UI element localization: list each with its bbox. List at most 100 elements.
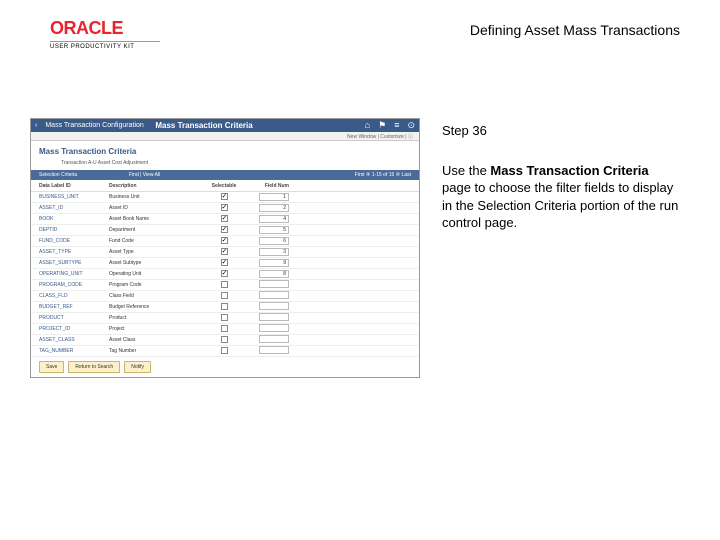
cell-label-id[interactable]: CLASS_FLD (39, 293, 109, 299)
cell-fieldnum[interactable] (249, 335, 299, 345)
checkbox-icon[interactable] (221, 193, 228, 200)
table-row: PROJECT_IDProject (31, 324, 419, 335)
sequence-input[interactable]: 3 (259, 248, 289, 256)
grid-find[interactable]: Find | View All (129, 172, 189, 178)
cell-label-id[interactable]: PROGRAM_CODE (39, 282, 109, 288)
checkbox-icon[interactable] (221, 347, 228, 354)
home-icon[interactable]: ⌂ (365, 120, 370, 131)
grid-range[interactable]: First ④ 1-15 of 15 ④ Last (189, 172, 411, 178)
sequence-input[interactable] (259, 291, 289, 299)
checkbox-icon[interactable] (221, 237, 228, 244)
sequence-input[interactable]: 8 (259, 270, 289, 278)
cell-selectable[interactable] (199, 215, 249, 224)
col-label-id[interactable]: Data Label ID (39, 183, 109, 189)
col-description[interactable]: Description (109, 183, 199, 189)
sequence-input[interactable]: 6 (259, 237, 289, 245)
checkbox-icon[interactable] (221, 226, 228, 233)
cell-label-id[interactable]: BOOK (39, 216, 109, 222)
table-row: ASSET_SUBTYPEAsset Subtype9 (31, 258, 419, 269)
cell-fieldnum[interactable]: 1 (249, 193, 299, 201)
cell-description: Asset Type (109, 249, 199, 255)
sequence-input[interactable]: 2 (259, 204, 289, 212)
cell-fieldnum[interactable] (249, 324, 299, 334)
cell-fieldnum[interactable] (249, 291, 299, 301)
cell-label-id[interactable]: ASSET_ID (39, 205, 109, 211)
cell-fieldnum[interactable] (249, 302, 299, 312)
cell-selectable[interactable] (199, 204, 249, 213)
cell-fieldnum[interactable]: 6 (249, 237, 299, 245)
sequence-input[interactable] (259, 280, 289, 288)
cell-selectable[interactable] (199, 226, 249, 235)
cell-fieldnum[interactable]: 5 (249, 226, 299, 234)
cell-fieldnum[interactable] (249, 313, 299, 323)
sequence-input[interactable] (259, 302, 289, 310)
cell-fieldnum[interactable] (249, 346, 299, 356)
table-row: BUDGET_REFBudget Reference (31, 302, 419, 313)
save-button[interactable]: Save (39, 361, 64, 373)
cell-fieldnum[interactable]: 4 (249, 215, 299, 223)
checkbox-icon[interactable] (221, 204, 228, 211)
cell-fieldnum[interactable]: 2 (249, 204, 299, 212)
cell-fieldnum[interactable]: 3 (249, 248, 299, 256)
cell-selectable[interactable] (199, 336, 249, 345)
subbar[interactable]: New Window | Customize | ⓘ (31, 132, 419, 141)
cell-label-id[interactable]: PROJECT_ID (39, 326, 109, 332)
back-icon[interactable]: ‹ (35, 122, 37, 129)
sequence-input[interactable]: 5 (259, 226, 289, 234)
notify-button[interactable]: Notify (124, 361, 151, 373)
cell-label-id[interactable]: BUDGET_REF (39, 304, 109, 310)
cell-selectable[interactable] (199, 259, 249, 268)
checkbox-icon[interactable] (221, 215, 228, 222)
cell-fieldnum[interactable]: 8 (249, 270, 299, 278)
checkbox-icon[interactable] (221, 270, 228, 277)
cell-selectable[interactable] (199, 325, 249, 334)
cell-label-id[interactable]: BUSINESS_UNIT (39, 194, 109, 200)
cell-label-id[interactable]: OPERATING_UNIT (39, 271, 109, 277)
sequence-input[interactable] (259, 346, 289, 354)
cell-selectable[interactable] (199, 237, 249, 246)
checkbox-icon[interactable] (221, 336, 228, 343)
cell-label-id[interactable]: TAG_NUMBER (39, 348, 109, 354)
checkbox-icon[interactable] (221, 303, 228, 310)
checkbox-icon[interactable] (221, 325, 228, 332)
nav-icon[interactable]: ⊙ (407, 120, 415, 131)
cell-selectable[interactable] (199, 303, 249, 312)
cell-selectable[interactable] (199, 347, 249, 356)
sequence-input[interactable]: 9 (259, 259, 289, 267)
sequence-input[interactable]: 4 (259, 215, 289, 223)
checkbox-icon[interactable] (221, 281, 228, 288)
menu-icon[interactable]: ≡ (394, 120, 399, 131)
cell-selectable[interactable] (199, 270, 249, 279)
sequence-input[interactable] (259, 313, 289, 321)
table-row: ASSET_TYPEAsset Type 3 (31, 247, 419, 258)
cell-selectable[interactable] (199, 193, 249, 202)
cell-selectable[interactable] (199, 314, 249, 323)
nav-page-title: Mass Transaction Criteria (155, 121, 364, 130)
cell-description: Asset ID (109, 205, 199, 211)
sequence-input[interactable] (259, 324, 289, 332)
cell-label-id[interactable]: DEPTID (39, 227, 109, 233)
return-button[interactable]: Return to Search (68, 361, 120, 373)
cell-fieldnum[interactable]: 9 (249, 259, 299, 267)
cell-label-id[interactable]: ASSET_SUBTYPE (39, 260, 109, 266)
cell-fieldnum[interactable] (249, 280, 299, 290)
col-selectable[interactable]: Selectable (199, 183, 249, 189)
cell-description: Department (109, 227, 199, 233)
cell-label-id[interactable]: ASSET_TYPE (39, 249, 109, 255)
cell-label-id[interactable]: ASSET_CLASS (39, 337, 109, 343)
checkbox-icon[interactable] (221, 292, 228, 299)
flag-icon[interactable]: ⚑ (378, 120, 386, 131)
cell-label-id[interactable]: PRODUCT (39, 315, 109, 321)
sequence-input[interactable] (259, 335, 289, 343)
cell-selectable[interactable] (199, 292, 249, 301)
checkbox-icon[interactable] (221, 314, 228, 321)
table-row: ASSET_CLASSAsset Class (31, 335, 419, 346)
breadcrumb[interactable]: Mass Transaction Configuration (45, 122, 155, 129)
cell-selectable[interactable] (199, 248, 249, 257)
col-fieldnum[interactable]: Field Num (249, 183, 299, 189)
checkbox-icon[interactable] (221, 259, 228, 266)
checkbox-icon[interactable] (221, 248, 228, 255)
cell-selectable[interactable] (199, 281, 249, 290)
sequence-input[interactable]: 1 (259, 193, 289, 201)
cell-label-id[interactable]: FUND_CODE (39, 238, 109, 244)
